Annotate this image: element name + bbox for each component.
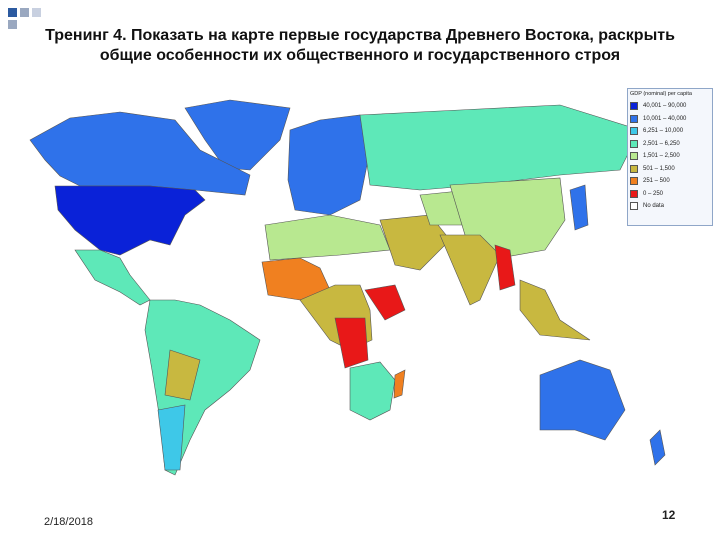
legend-item: 501 – 1,500 [630,163,710,176]
page-number: 12 [662,508,676,522]
legend-item: 1,501 – 2,500 [630,150,710,163]
legend-title: GDP (nominal) per capita [630,91,692,97]
legend-swatch [630,139,638,148]
legend-swatch [630,152,638,161]
legend: GDP (nominal) per capita 40,001 – 90,000… [627,88,713,226]
legend-item: 251 – 500 [630,175,710,188]
legend-label: 40,001 – 90,000 [643,103,687,110]
slide-title: Тренинг 4. Показать на карте первые госу… [45,27,675,64]
legend-swatch [630,127,638,136]
legend-items: 40,001 – 90,000 10,001 – 40,000 6,251 – 10… [630,100,710,213]
legend-item: 40,001 – 90,000 [630,100,710,113]
legend-label: 1,501 – 2,500 [643,153,680,160]
legend-swatch [630,114,638,123]
legend-label: 0 – 250 [643,190,664,197]
legend-label: 6,251 – 10,000 [643,128,684,135]
decor [8,20,17,29]
legend-label: 251 – 500 [643,178,670,185]
legend-label: 10,001 – 40,000 [643,115,687,122]
legend-swatch [630,189,638,198]
legend-label: 2,501 – 6,250 [643,140,680,147]
legend-item: 0 – 250 [630,188,710,201]
decor [20,8,29,17]
legend-item: 2,501 – 6,250 [630,138,710,151]
date: 2/18/2018 [44,516,93,528]
decor [8,8,17,17]
decor [32,8,41,17]
legend-label: 501 – 1,500 [643,165,675,172]
legend-item: 6,251 – 10,000 [630,125,710,138]
legend-label: No data [643,203,665,210]
legend-swatch [630,164,638,173]
countries [29,99,666,476]
legend-item: No data [630,200,710,213]
legend-swatch [630,202,638,211]
legend-swatch [630,102,638,111]
legend-item: 10,001 – 40,000 [630,113,710,126]
legend-swatch [630,177,638,186]
